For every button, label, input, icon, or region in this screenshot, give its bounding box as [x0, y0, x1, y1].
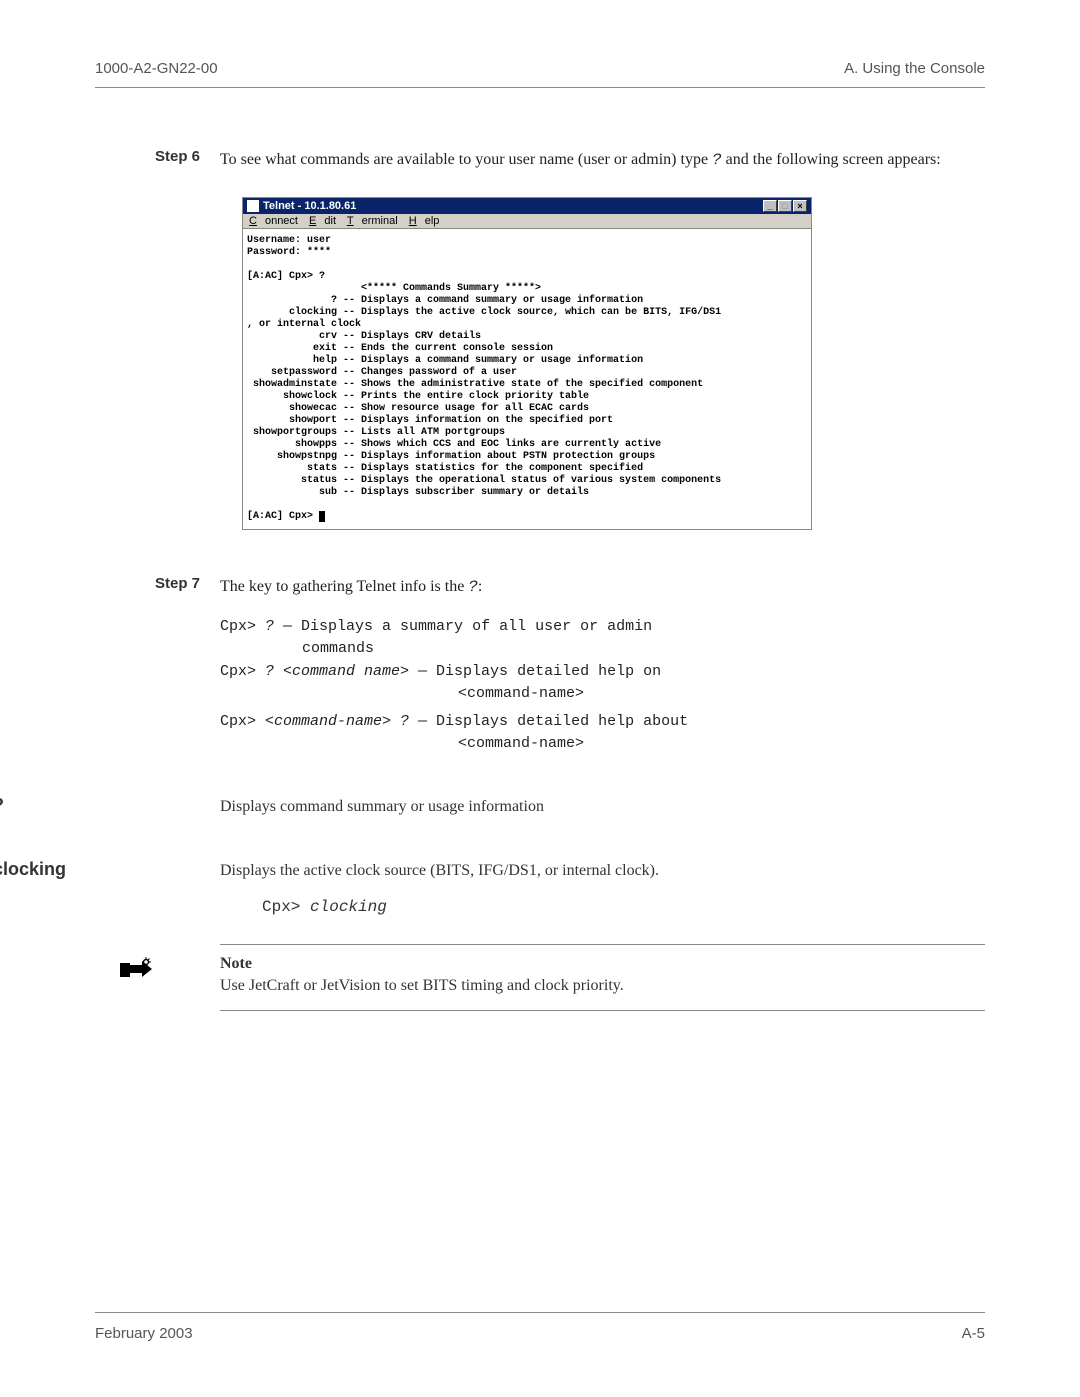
- menu-terminal[interactable]: Terminal: [347, 215, 398, 227]
- clocking-cmd-text: clocking: [310, 898, 387, 916]
- step-7-section: Step 7 The key to gathering Telnet info …: [220, 575, 985, 755]
- menu-help[interactable]: Help: [409, 215, 440, 227]
- menu-edit[interactable]: Edit: [309, 215, 336, 227]
- code-examples: Cpx> ? — Displays a summary of all user …: [220, 617, 985, 755]
- menu-connect[interactable]: Connect: [249, 215, 298, 227]
- terminal-window: Telnet - 10.1.80.61 _ □ × Connect Edit T…: [242, 197, 812, 530]
- page-footer: February 2003 A-5: [95, 1312, 985, 1342]
- titlebar-buttons: _ □ ×: [763, 200, 807, 212]
- clocking-label: clocking: [0, 859, 220, 919]
- terminal-menubar: Connect Edit Terminal Help: [243, 214, 811, 229]
- terminal-output: Username: user Password: **** [A:AC] Cpx…: [247, 235, 721, 522]
- footer-page: A-5: [962, 1325, 985, 1342]
- step-7-text: The key to gathering Telnet info is the …: [220, 575, 482, 599]
- header-doc-id: 1000-A2-GN22-00: [95, 60, 218, 77]
- clocking-text: Displays the active clock source (BITS, …: [220, 859, 659, 883]
- terminal-body: Username: user Password: **** [A:AC] Cpx…: [243, 229, 811, 529]
- ex2-pre: Cpx>: [220, 663, 265, 680]
- note-hand-icon: [120, 955, 155, 985]
- step-7-row: Step 7 The key to gathering Telnet info …: [220, 575, 985, 599]
- step-6-row: Step 6 To see what commands are availabl…: [220, 148, 985, 172]
- step-7-text-pre: The key to gathering Telnet info is the: [220, 578, 468, 595]
- ex1-pre: Cpx>: [220, 618, 265, 635]
- ex3-cmd: <command-name> ?: [265, 713, 409, 730]
- clocking-section: clocking Displays the active clock sourc…: [220, 859, 985, 919]
- example-2-cont: <command-name>: [220, 684, 985, 704]
- close-button[interactable]: ×: [793, 200, 807, 212]
- titlebar-left: Telnet - 10.1.80.61: [247, 200, 356, 212]
- telnet-icon: [247, 200, 259, 212]
- step-6-text-post: and the following screen appears:: [722, 151, 941, 168]
- ex1-post: — Displays a summary of all user or admi…: [274, 618, 652, 635]
- step-6-code: ?: [712, 151, 722, 169]
- clocking-cmd-pre: Cpx>: [262, 898, 310, 916]
- step-6-text: To see what commands are available to yo…: [220, 148, 941, 172]
- page-content: Step 6 To see what commands are availabl…: [95, 88, 985, 1011]
- maximize-button[interactable]: □: [778, 200, 792, 212]
- step-6-label: Step 6: [110, 148, 220, 172]
- terminal-title: Telnet - 10.1.80.61: [263, 200, 356, 212]
- example-3-cont: <command-name>: [220, 734, 985, 754]
- step-7-label: Step 7: [110, 575, 220, 599]
- example-1: Cpx> ? — Displays a summary of all user …: [220, 617, 985, 637]
- clocking-text-wrap: Displays the active clock source (BITS, …: [220, 859, 659, 919]
- note-box: Note Use JetCraft or JetVision to set BI…: [220, 944, 985, 1011]
- cursor: [319, 511, 325, 522]
- example-3: Cpx> <command-name> ? — Displays detaile…: [220, 712, 985, 732]
- footer-date: February 2003: [95, 1325, 193, 1342]
- page-header: 1000-A2-GN22-00 A. Using the Console: [95, 60, 985, 88]
- ex2-post: — Displays detailed help on: [409, 663, 661, 680]
- ex1-cmd: ?: [265, 618, 274, 635]
- qmark-text: Displays command summary or usage inform…: [220, 795, 544, 819]
- step-7-text-post: :: [478, 578, 482, 595]
- example-2: Cpx> ? <command name> — Displays detaile…: [220, 662, 985, 682]
- note-title: Note: [220, 955, 985, 973]
- ex2-cmd: ? <command name>: [265, 663, 409, 680]
- header-section: A. Using the Console: [844, 60, 985, 77]
- ex3-pre: Cpx>: [220, 713, 265, 730]
- step-7-code: ?: [468, 578, 478, 596]
- clocking-cmd: Cpx> clocking: [262, 895, 659, 919]
- example-1-cont: commands: [220, 639, 985, 659]
- step-6-text-pre: To see what commands are available to yo…: [220, 151, 712, 168]
- terminal-titlebar: Telnet - 10.1.80.61 _ □ ×: [243, 198, 811, 214]
- qmark-section: ? Displays command summary or usage info…: [220, 795, 985, 819]
- note-text: Use JetCraft or JetVision to set BITS ti…: [220, 977, 985, 995]
- qmark-label: ?: [0, 795, 220, 819]
- ex3-post: — Displays detailed help about: [409, 713, 688, 730]
- minimize-button[interactable]: _: [763, 200, 777, 212]
